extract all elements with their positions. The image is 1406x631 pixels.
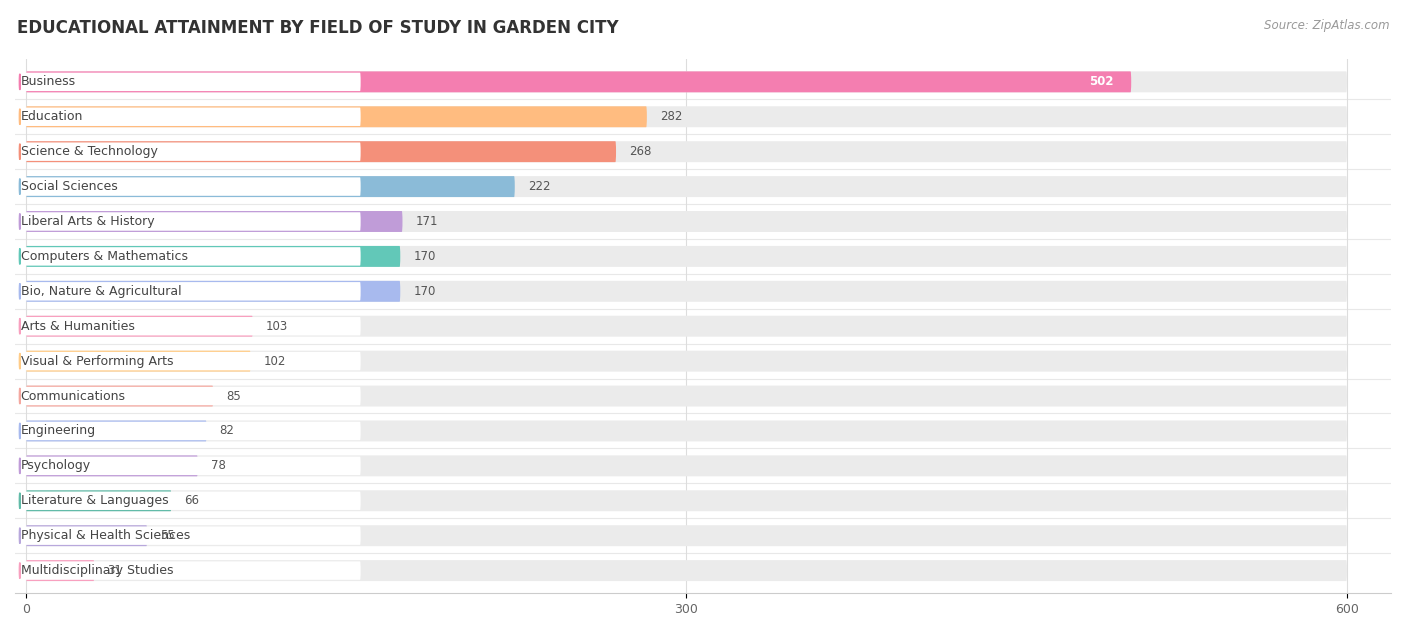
Text: 170: 170 bbox=[413, 250, 436, 263]
FancyBboxPatch shape bbox=[20, 492, 361, 510]
FancyBboxPatch shape bbox=[20, 143, 361, 161]
FancyBboxPatch shape bbox=[25, 456, 1347, 476]
Text: 66: 66 bbox=[184, 494, 200, 507]
FancyBboxPatch shape bbox=[25, 211, 1347, 232]
FancyBboxPatch shape bbox=[25, 490, 172, 511]
Text: Source: ZipAtlas.com: Source: ZipAtlas.com bbox=[1264, 19, 1389, 32]
FancyBboxPatch shape bbox=[25, 386, 1347, 406]
Text: 85: 85 bbox=[226, 389, 240, 403]
Text: Computers & Mathematics: Computers & Mathematics bbox=[21, 250, 187, 263]
Text: Engineering: Engineering bbox=[21, 425, 96, 437]
Text: Science & Technology: Science & Technology bbox=[21, 145, 157, 158]
FancyBboxPatch shape bbox=[25, 106, 1347, 127]
FancyBboxPatch shape bbox=[20, 107, 361, 126]
FancyBboxPatch shape bbox=[20, 387, 361, 405]
FancyBboxPatch shape bbox=[25, 141, 616, 162]
Text: 282: 282 bbox=[659, 110, 682, 123]
FancyBboxPatch shape bbox=[20, 422, 361, 440]
FancyBboxPatch shape bbox=[20, 177, 361, 196]
FancyBboxPatch shape bbox=[20, 212, 361, 231]
Text: 31: 31 bbox=[107, 564, 122, 577]
Text: EDUCATIONAL ATTAINMENT BY FIELD OF STUDY IN GARDEN CITY: EDUCATIONAL ATTAINMENT BY FIELD OF STUDY… bbox=[17, 19, 619, 37]
FancyBboxPatch shape bbox=[25, 420, 207, 442]
FancyBboxPatch shape bbox=[20, 282, 361, 300]
Text: 103: 103 bbox=[266, 320, 288, 333]
Text: Visual & Performing Arts: Visual & Performing Arts bbox=[21, 355, 173, 368]
FancyBboxPatch shape bbox=[25, 211, 402, 232]
FancyBboxPatch shape bbox=[25, 71, 1132, 92]
Text: Literature & Languages: Literature & Languages bbox=[21, 494, 169, 507]
Text: Education: Education bbox=[21, 110, 83, 123]
FancyBboxPatch shape bbox=[25, 351, 250, 372]
Text: Psychology: Psychology bbox=[21, 459, 91, 473]
FancyBboxPatch shape bbox=[20, 526, 361, 545]
FancyBboxPatch shape bbox=[25, 281, 1347, 302]
FancyBboxPatch shape bbox=[20, 317, 361, 336]
Text: 78: 78 bbox=[211, 459, 226, 473]
FancyBboxPatch shape bbox=[25, 560, 94, 581]
FancyBboxPatch shape bbox=[20, 352, 361, 370]
FancyBboxPatch shape bbox=[25, 560, 1347, 581]
FancyBboxPatch shape bbox=[25, 176, 1347, 197]
FancyBboxPatch shape bbox=[25, 246, 401, 267]
Text: 170: 170 bbox=[413, 285, 436, 298]
FancyBboxPatch shape bbox=[25, 420, 1347, 442]
Text: Communications: Communications bbox=[21, 389, 125, 403]
Text: 55: 55 bbox=[160, 529, 176, 542]
FancyBboxPatch shape bbox=[25, 71, 1347, 92]
FancyBboxPatch shape bbox=[25, 456, 198, 476]
FancyBboxPatch shape bbox=[20, 73, 361, 91]
Text: Arts & Humanities: Arts & Humanities bbox=[21, 320, 135, 333]
FancyBboxPatch shape bbox=[25, 316, 253, 337]
Text: Multidisciplinary Studies: Multidisciplinary Studies bbox=[21, 564, 173, 577]
Text: 171: 171 bbox=[416, 215, 439, 228]
Text: 82: 82 bbox=[219, 425, 235, 437]
Text: Business: Business bbox=[21, 75, 76, 88]
FancyBboxPatch shape bbox=[25, 351, 1347, 372]
FancyBboxPatch shape bbox=[25, 281, 401, 302]
Text: Bio, Nature & Agricultural: Bio, Nature & Agricultural bbox=[21, 285, 181, 298]
FancyBboxPatch shape bbox=[25, 141, 1347, 162]
FancyBboxPatch shape bbox=[25, 386, 214, 406]
FancyBboxPatch shape bbox=[25, 246, 1347, 267]
Text: Liberal Arts & History: Liberal Arts & History bbox=[21, 215, 155, 228]
FancyBboxPatch shape bbox=[25, 525, 1347, 546]
Text: 222: 222 bbox=[529, 180, 551, 193]
FancyBboxPatch shape bbox=[20, 457, 361, 475]
FancyBboxPatch shape bbox=[25, 316, 1347, 337]
Text: Social Sciences: Social Sciences bbox=[21, 180, 117, 193]
FancyBboxPatch shape bbox=[25, 106, 647, 127]
FancyBboxPatch shape bbox=[25, 176, 515, 197]
FancyBboxPatch shape bbox=[20, 247, 361, 266]
FancyBboxPatch shape bbox=[20, 562, 361, 580]
Text: 502: 502 bbox=[1090, 75, 1114, 88]
FancyBboxPatch shape bbox=[25, 490, 1347, 511]
Text: 102: 102 bbox=[264, 355, 287, 368]
FancyBboxPatch shape bbox=[25, 525, 148, 546]
Text: 268: 268 bbox=[630, 145, 651, 158]
Text: Physical & Health Sciences: Physical & Health Sciences bbox=[21, 529, 190, 542]
